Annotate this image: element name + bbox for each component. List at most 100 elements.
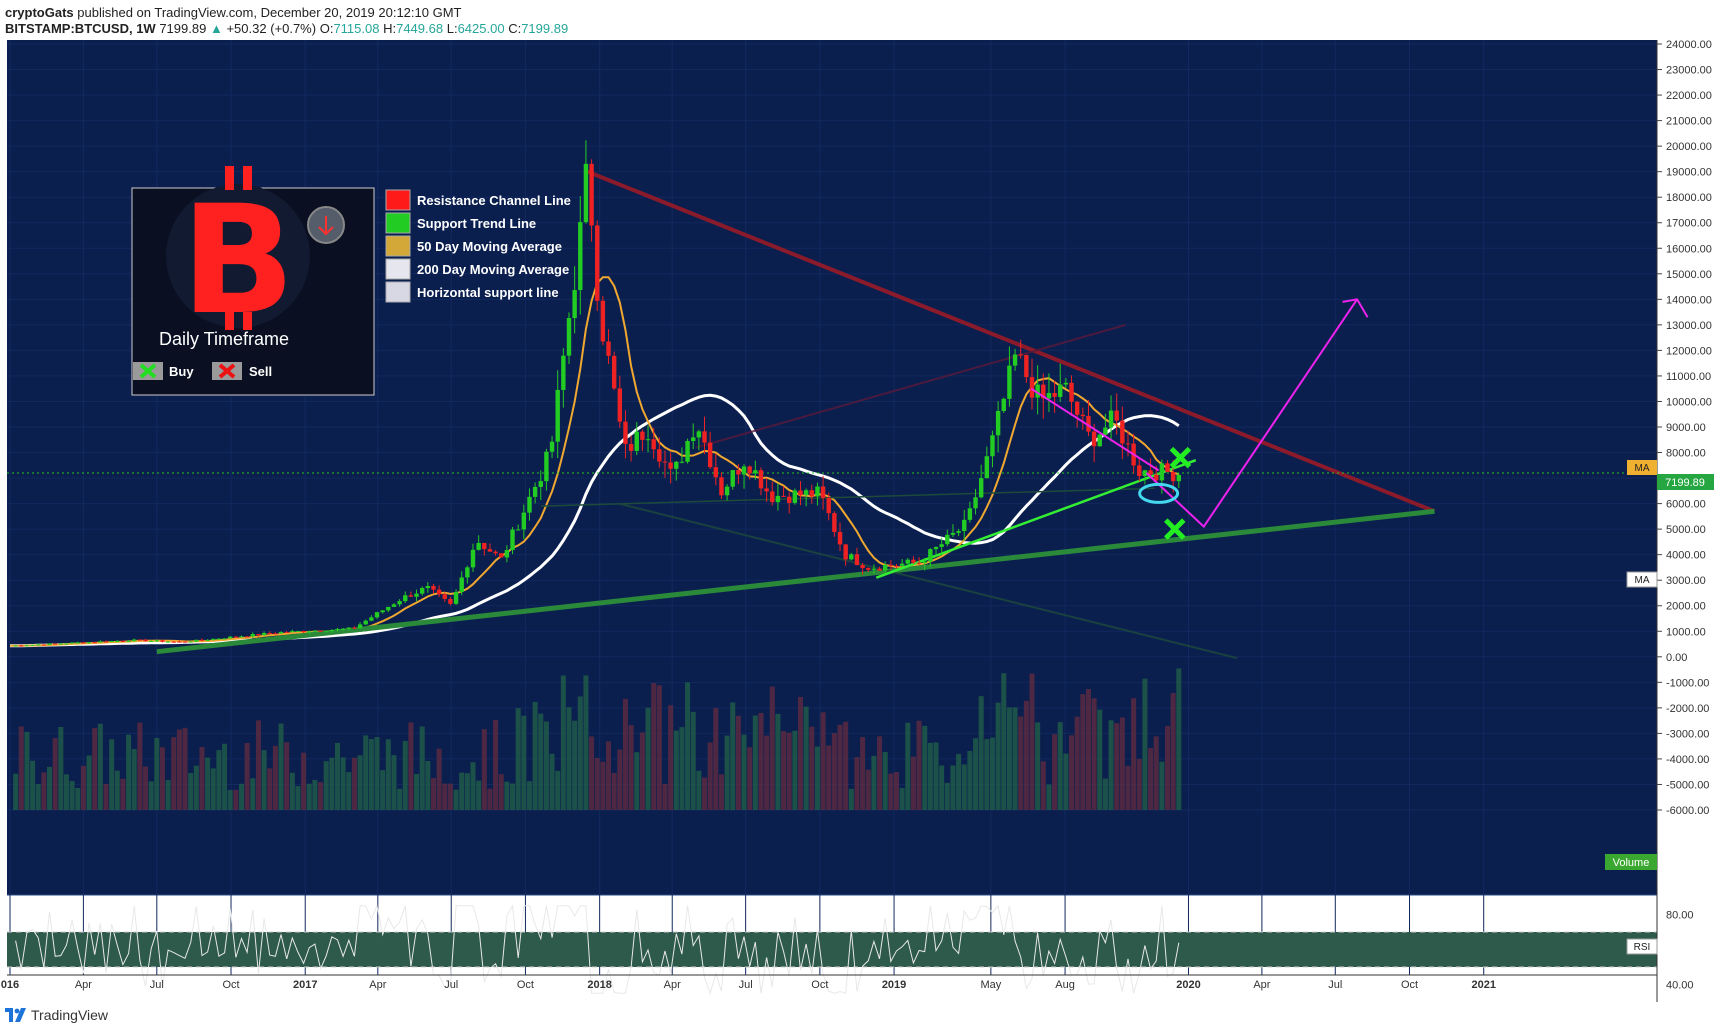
volume-bar <box>877 736 883 810</box>
volume-bar <box>109 739 115 810</box>
ma200-tag <box>1626 571 1658 588</box>
price-chart[interactable]: 24000.00 23000.00 22000.00 21000.00 20000.00… <box>0 40 1723 1002</box>
bitcoin-logo-bar-bottom-left <box>225 312 234 330</box>
volume-bar <box>600 761 606 810</box>
volume-bar <box>312 779 318 810</box>
candle-body <box>239 636 244 638</box>
candle-body <box>425 586 431 589</box>
symbol-label[interactable]: BITSTAMP:BTCUSD, 1W <box>5 21 156 36</box>
volume-bar <box>978 696 984 810</box>
volume-bar <box>436 748 442 810</box>
volume-bar <box>566 707 572 810</box>
volume-bar <box>1102 778 1108 810</box>
candle-body <box>888 564 894 566</box>
volume-bar <box>419 726 425 810</box>
volume-bar <box>814 746 820 810</box>
buy-label: Buy <box>169 364 194 379</box>
time-tick-label: 016 <box>1 979 19 991</box>
candle-body <box>736 470 741 475</box>
volume-bar <box>803 706 809 810</box>
candle-body <box>674 461 679 469</box>
volume-bar <box>583 675 589 810</box>
candle-body <box>691 437 696 442</box>
volume-bar <box>126 734 132 810</box>
candle-body <box>758 470 764 489</box>
volume-bar <box>120 778 126 810</box>
volume-bar <box>843 721 849 810</box>
candle-body <box>696 431 702 438</box>
tradingview-logo-icon <box>5 1008 26 1022</box>
candle-body <box>775 495 781 503</box>
time-axis: 016 Apr Jul Oct 2017 Apr Jul Oct 2018 Apr Jul Oct 20… <box>1 974 1657 991</box>
price-tick-label: 1000.00 <box>1666 626 1706 638</box>
volume-bar <box>510 783 516 810</box>
candle-body <box>1154 474 1159 481</box>
volume-bar <box>809 726 815 810</box>
volume-bar <box>984 739 990 810</box>
volume-bar <box>453 789 459 810</box>
candle-body <box>1142 470 1148 476</box>
candle-body <box>386 606 391 611</box>
volume-bar <box>58 726 64 810</box>
volume-bar <box>1063 753 1069 810</box>
volume-bar <box>594 757 600 810</box>
bitcoin-logo-bar-bottom-right <box>243 312 252 330</box>
price-tick-label: 17000.00 <box>1666 218 1712 230</box>
volume-bar <box>92 727 98 810</box>
candle-body <box>92 642 97 644</box>
volume-bar <box>628 725 634 810</box>
volume-bar <box>1119 717 1125 810</box>
time-tick-label: 2019 <box>882 979 906 991</box>
candle-body <box>126 641 131 643</box>
volume-bar <box>848 788 854 810</box>
volume-bar <box>329 757 335 810</box>
candle-body <box>148 640 154 642</box>
volume-bar <box>459 772 465 810</box>
volume-bar <box>1165 726 1171 810</box>
volume-bar <box>255 720 261 810</box>
volume-bar <box>1170 693 1176 810</box>
volume-bar <box>470 762 476 810</box>
buy-signal-icon <box>1169 446 1192 469</box>
candle-body <box>41 644 47 646</box>
candle-body <box>628 444 634 451</box>
publish-info: published on TradingView.com, December 2… <box>77 5 462 20</box>
candle-body <box>442 594 447 599</box>
price-tick-label: 10000.00 <box>1666 396 1712 408</box>
volume-bars <box>13 668 1182 810</box>
volume-bar <box>611 773 617 810</box>
candle-body <box>713 467 719 478</box>
candle-body <box>521 512 527 530</box>
volume-bar <box>673 730 679 810</box>
price-tick-label: -6000.00 <box>1666 805 1709 817</box>
volume-bar <box>346 772 352 810</box>
candle-body <box>132 639 137 642</box>
volume-bar <box>498 774 504 810</box>
candle-body <box>781 495 786 497</box>
candle-body <box>538 481 543 487</box>
time-tick-label: Aug <box>1055 979 1075 991</box>
tradingview-brand[interactable]: TradingView <box>31 1007 109 1023</box>
candle-body <box>905 559 910 564</box>
candle-body <box>64 643 69 645</box>
volume-bar <box>301 752 307 810</box>
candle-body <box>589 163 594 226</box>
author-name[interactable]: cryptoGats <box>5 5 74 20</box>
volume-bar <box>860 737 866 810</box>
price-tick-label: 18000.00 <box>1666 192 1712 204</box>
volume-bar <box>1080 694 1086 810</box>
candle-body <box>431 586 436 590</box>
ma50-layer <box>9 276 1180 647</box>
sell-x-icon <box>218 363 236 379</box>
ohlc-line: BITSTAMP:BTCUSD, 1W 7199.89 ▲ +50.32 (+0… <box>5 21 568 36</box>
time-tick-label: 2017 <box>293 979 317 991</box>
volume-bar <box>216 750 222 810</box>
volume-bar <box>1074 716 1080 810</box>
candle-body <box>1007 365 1012 399</box>
price-tick-label: 13000.00 <box>1666 320 1712 332</box>
volume-bar <box>1148 748 1154 810</box>
candle-body <box>1137 465 1142 476</box>
faint-upper-channel-line <box>696 323 1126 449</box>
volume-bar <box>1001 673 1007 810</box>
candle-body <box>809 490 814 497</box>
